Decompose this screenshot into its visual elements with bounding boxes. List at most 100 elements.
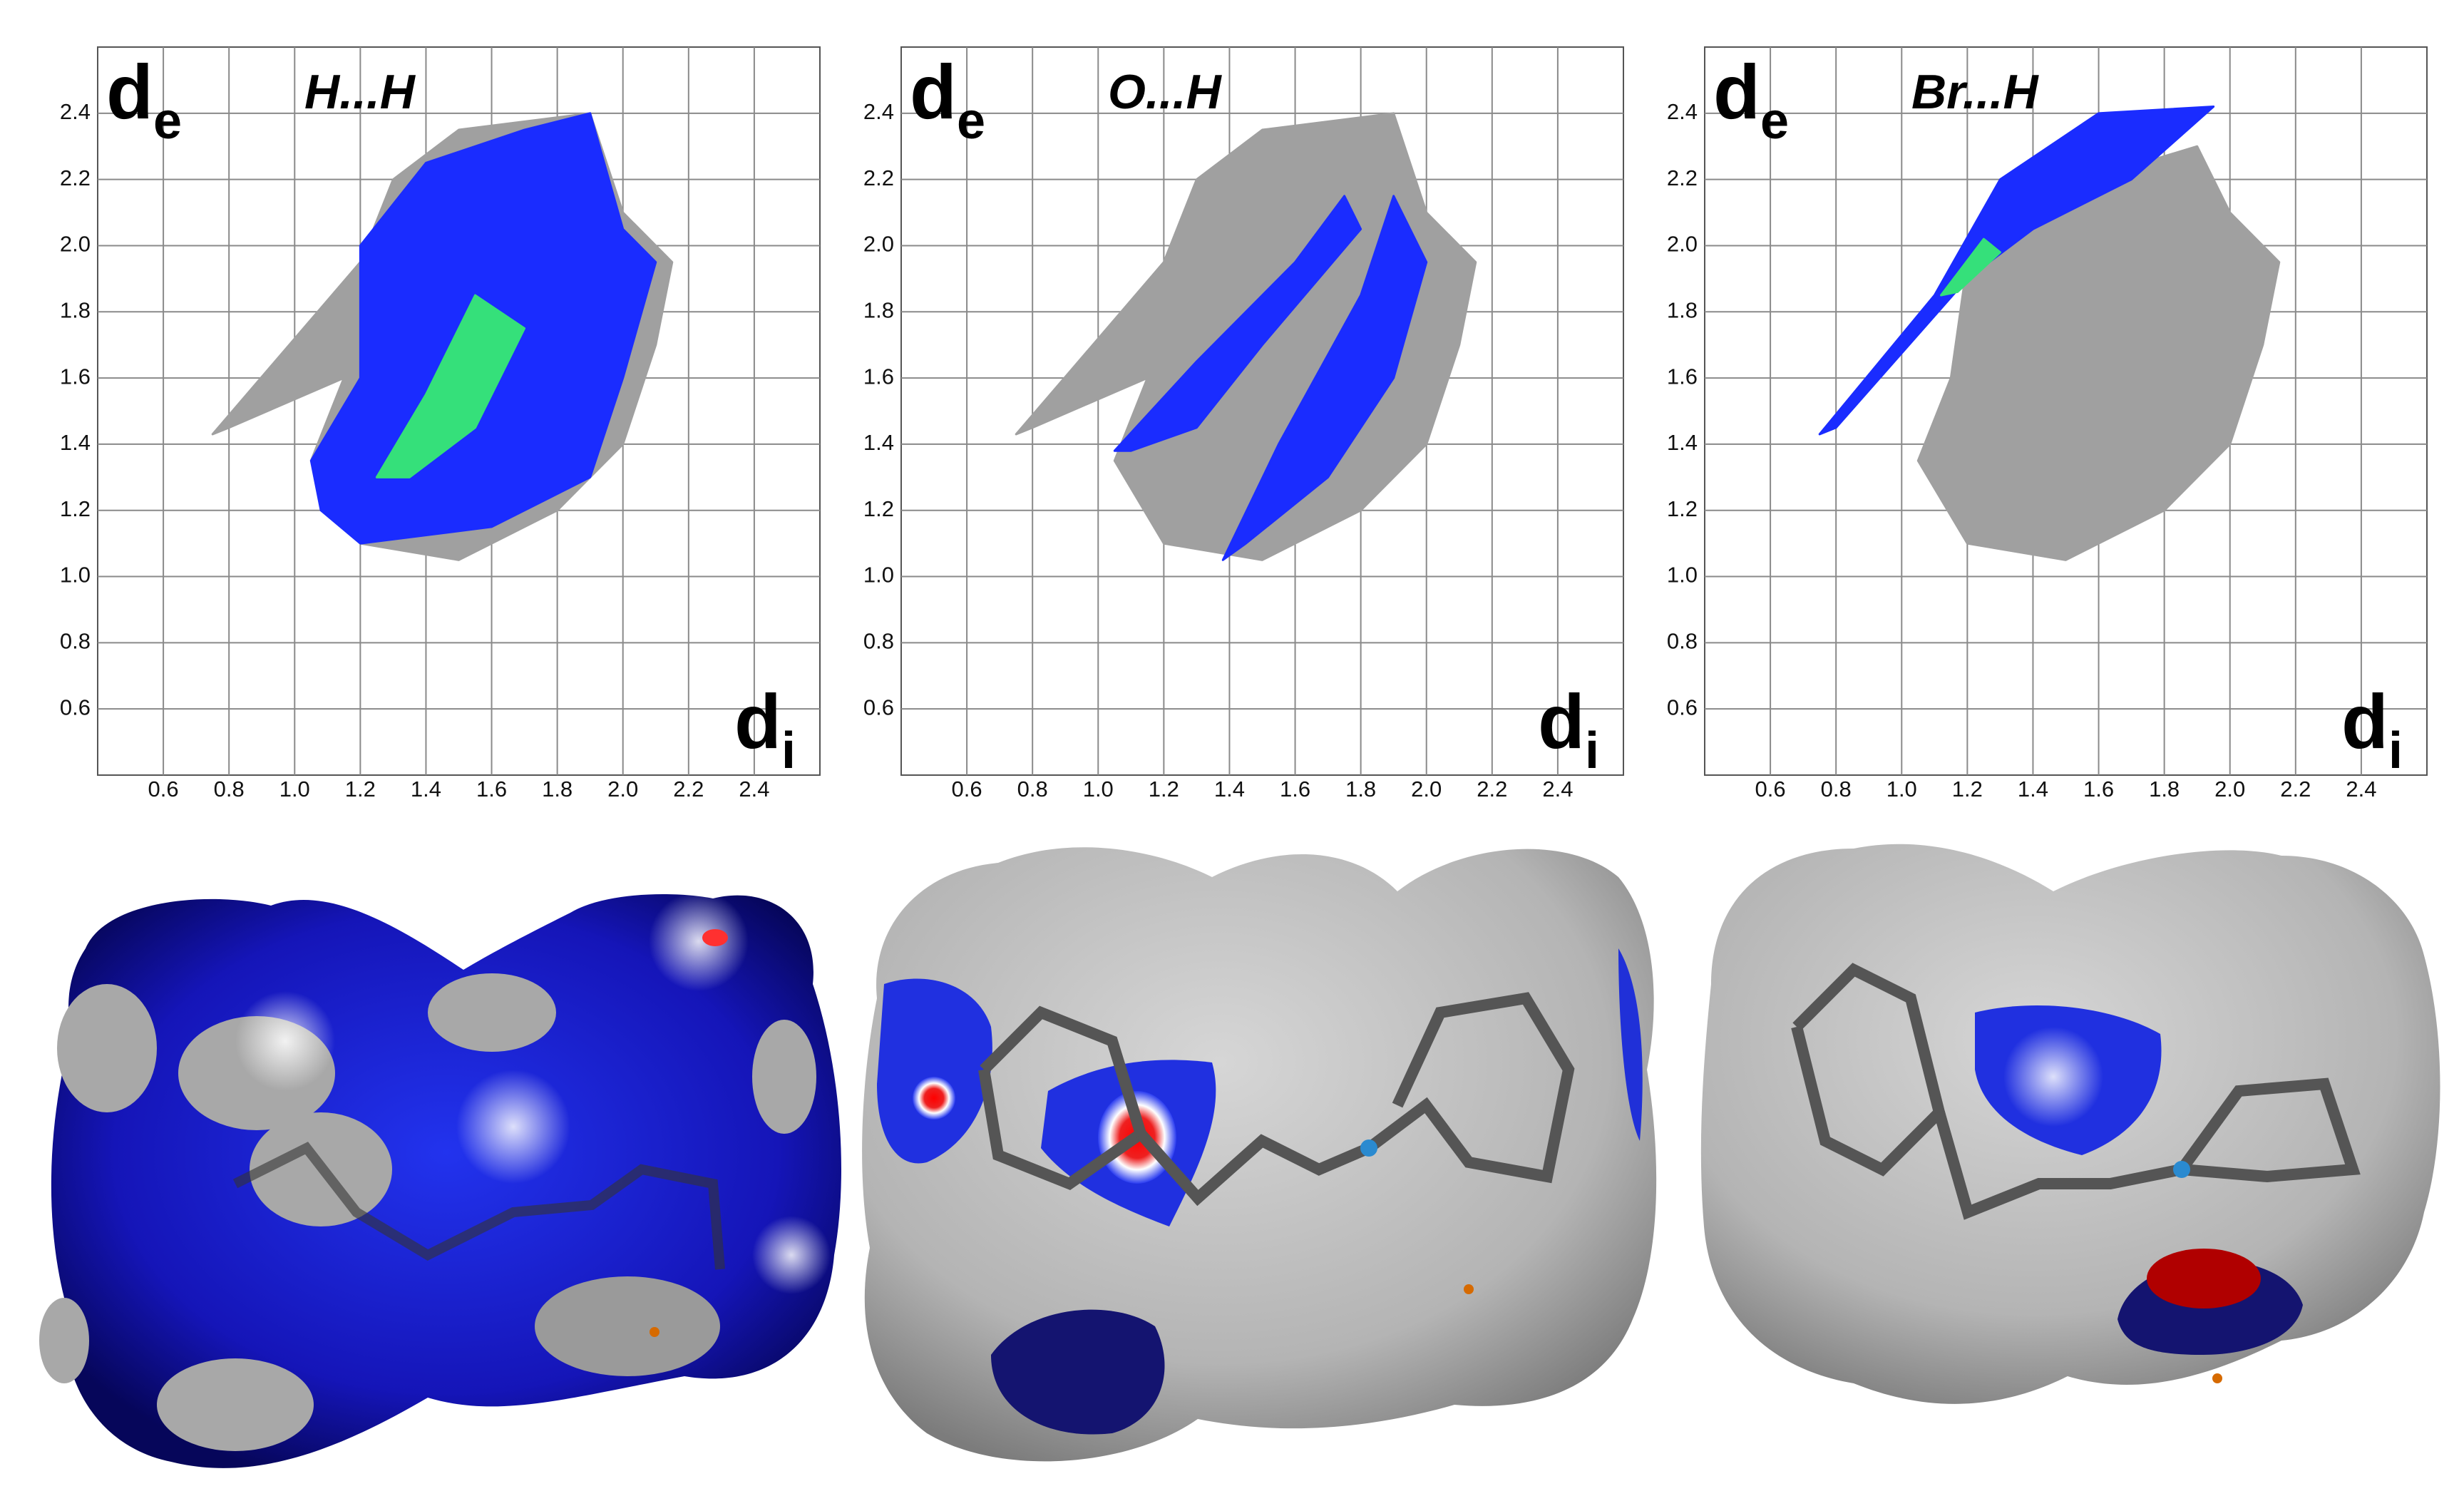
- y-tick-label: 2.0: [1667, 232, 1698, 257]
- y-axis-label: de: [910, 48, 985, 150]
- x-axis-label-main: d: [2341, 678, 2388, 764]
- y-tick-label: 1.0: [1667, 563, 1698, 588]
- surface-patch: [991, 1309, 1165, 1435]
- x-tick-label: 0.8: [1017, 777, 1048, 801]
- y-tick-label: 0.8: [60, 629, 91, 654]
- x-tick-label: 1.6: [1280, 777, 1310, 801]
- y-tick-label: 1.4: [60, 430, 91, 455]
- molecule-bond: [1934, 1077, 2361, 1220]
- y-tick-label: 2.4: [863, 99, 894, 124]
- y-tick-label: 0.6: [863, 695, 894, 719]
- x-tick-label: 1.8: [2149, 777, 2180, 801]
- y-tick-label: 1.0: [60, 563, 91, 588]
- y-tick-label: 0.8: [1667, 629, 1698, 654]
- surface-patch: [157, 1358, 314, 1451]
- x-tick-label: 1.4: [411, 777, 441, 801]
- surface-patch: [57, 984, 157, 1112]
- x-tick-label: 1.8: [542, 777, 573, 801]
- y-tick-label: 2.0: [60, 232, 91, 257]
- surface-spot: [2003, 1027, 2103, 1127]
- x-tick-label: 0.6: [148, 777, 179, 801]
- x-tick-label: 2.0: [607, 777, 638, 801]
- y-axis-label: de: [106, 48, 182, 150]
- x-axis-label-sub: i: [781, 722, 796, 779]
- x-tick-label: 2.2: [2280, 777, 2311, 801]
- surface-patch: [428, 973, 556, 1052]
- x-tick-label: 1.6: [476, 777, 507, 801]
- molecule-bond: [232, 1142, 725, 1270]
- chart-title: Br...H: [1911, 65, 2039, 119]
- x-tick-label: 0.6: [952, 777, 982, 801]
- x-tick-label: 2.4: [739, 777, 769, 801]
- y-axis-label-sub: e: [957, 93, 985, 150]
- x-tick-label: 1.2: [1149, 777, 1179, 801]
- y-axis-label-sub: e: [1760, 93, 1789, 150]
- surface-patch: [1618, 948, 1643, 1141]
- x-axis-label: di: [2341, 678, 2403, 779]
- contact-spot: [2147, 1249, 2261, 1308]
- y-tick-label: 2.0: [863, 232, 894, 257]
- y-tick-label: 2.2: [60, 165, 91, 190]
- surface-patch: [877, 978, 992, 1164]
- x-tick-label: 1.2: [345, 777, 376, 801]
- y-axis-label-sub: e: [153, 93, 182, 150]
- hirshfeld-surface: [862, 847, 1657, 1462]
- fingerprint-region: [375, 294, 526, 478]
- x-tick-label: 1.6: [2083, 777, 2114, 801]
- x-axis-label-sub: i: [1585, 722, 1599, 779]
- atom: [2173, 1161, 2190, 1178]
- x-axis-label-main: d: [734, 678, 781, 764]
- surface-patch: [39, 1298, 89, 1383]
- x-axis-label: di: [734, 678, 796, 779]
- y-axis-label-main: d: [1713, 48, 1760, 135]
- x-tick-label: 2.2: [1477, 777, 1507, 801]
- y-tick-label: 1.8: [1667, 297, 1698, 322]
- y-tick-label: 0.6: [1667, 695, 1698, 719]
- atom: [1464, 1284, 1474, 1294]
- molecule-bond: [1136, 992, 1575, 1207]
- y-tick-label: 1.2: [863, 496, 894, 521]
- atom: [2212, 1373, 2222, 1383]
- y-axis-label: de: [1713, 48, 1789, 150]
- x-tick-label: 1.0: [1083, 777, 1114, 801]
- surface-patch: [752, 1020, 816, 1134]
- surface-spot: [456, 1070, 570, 1184]
- y-tick-label: 1.4: [863, 430, 894, 455]
- surface-body: [862, 847, 1657, 1462]
- surface-spot: [752, 1216, 831, 1294]
- x-tick-label: 1.4: [2018, 777, 2048, 801]
- y-tick-label: 1.8: [60, 297, 91, 322]
- y-tick-label: 1.4: [1667, 430, 1698, 455]
- x-tick-label: 1.2: [1952, 777, 1983, 801]
- x-tick-label: 2.0: [1411, 777, 1442, 801]
- y-axis-label-main: d: [106, 48, 153, 135]
- y-tick-label: 1.2: [60, 496, 91, 521]
- atom: [1360, 1139, 1377, 1157]
- x-tick-label: 1.4: [1214, 777, 1245, 801]
- y-tick-label: 2.4: [60, 99, 91, 124]
- y-tick-label: 1.6: [1667, 364, 1698, 389]
- x-axis-label-main: d: [1538, 678, 1585, 764]
- fingerprint-region: [1818, 106, 2215, 436]
- x-axis-label: di: [1538, 678, 1599, 779]
- x-tick-label: 2.4: [1542, 777, 1573, 801]
- chart-title: O...H: [1108, 65, 1223, 119]
- y-tick-label: 1.6: [863, 364, 894, 389]
- x-tick-label: 2.2: [673, 777, 704, 801]
- fingerprint-region: [1916, 145, 2281, 561]
- x-tick-label: 2.4: [2346, 777, 2376, 801]
- y-tick-label: 0.8: [863, 629, 894, 654]
- fingerprint-region: [1113, 195, 1362, 452]
- x-tick-label: 1.0: [279, 777, 310, 801]
- x-tick-label: 0.8: [1821, 777, 1852, 801]
- x-axis-label-sub: i: [2388, 722, 2403, 779]
- hirshfeld-surface: [1700, 844, 2440, 1404]
- x-tick-label: 1.8: [1345, 777, 1376, 801]
- x-tick-label: 2.0: [2214, 777, 2245, 801]
- y-tick-label: 2.2: [863, 165, 894, 190]
- y-tick-label: 2.2: [1667, 165, 1698, 190]
- surface-spot: [649, 891, 749, 991]
- x-tick-label: 0.8: [214, 777, 245, 801]
- x-tick-label: 1.0: [1886, 777, 1917, 801]
